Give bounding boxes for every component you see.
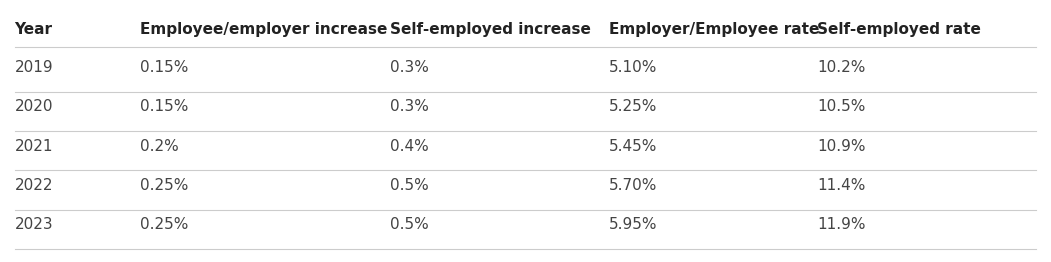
Text: 2023: 2023	[15, 217, 54, 232]
Text: 2020: 2020	[15, 99, 54, 114]
Text: Employer/Employee rate: Employer/Employee rate	[609, 22, 820, 37]
Text: 5.70%: 5.70%	[609, 178, 657, 193]
Text: 0.3%: 0.3%	[390, 60, 429, 75]
Text: 10.5%: 10.5%	[818, 99, 866, 114]
Text: 0.5%: 0.5%	[390, 217, 429, 232]
Text: 2019: 2019	[15, 60, 54, 75]
Text: Year: Year	[15, 22, 53, 37]
Text: 5.10%: 5.10%	[609, 60, 657, 75]
Text: 10.2%: 10.2%	[818, 60, 866, 75]
Text: 11.4%: 11.4%	[818, 178, 866, 193]
Text: 0.25%: 0.25%	[140, 178, 188, 193]
Text: 0.4%: 0.4%	[390, 139, 429, 154]
Text: 5.25%: 5.25%	[609, 99, 657, 114]
Text: 0.3%: 0.3%	[390, 99, 429, 114]
Text: Self-employed increase: Self-employed increase	[390, 22, 591, 37]
Text: 5.45%: 5.45%	[609, 139, 657, 154]
Text: 0.15%: 0.15%	[140, 99, 188, 114]
Text: 0.25%: 0.25%	[140, 217, 188, 232]
Text: 10.9%: 10.9%	[818, 139, 866, 154]
Text: 0.2%: 0.2%	[140, 139, 179, 154]
Text: 2021: 2021	[15, 139, 54, 154]
Text: Employee/employer increase: Employee/employer increase	[140, 22, 387, 37]
Text: 0.5%: 0.5%	[390, 178, 429, 193]
Text: 2022: 2022	[15, 178, 54, 193]
Text: 11.9%: 11.9%	[818, 217, 866, 232]
Text: Self-employed rate: Self-employed rate	[818, 22, 982, 37]
Text: 0.15%: 0.15%	[140, 60, 188, 75]
Text: 5.95%: 5.95%	[609, 217, 658, 232]
